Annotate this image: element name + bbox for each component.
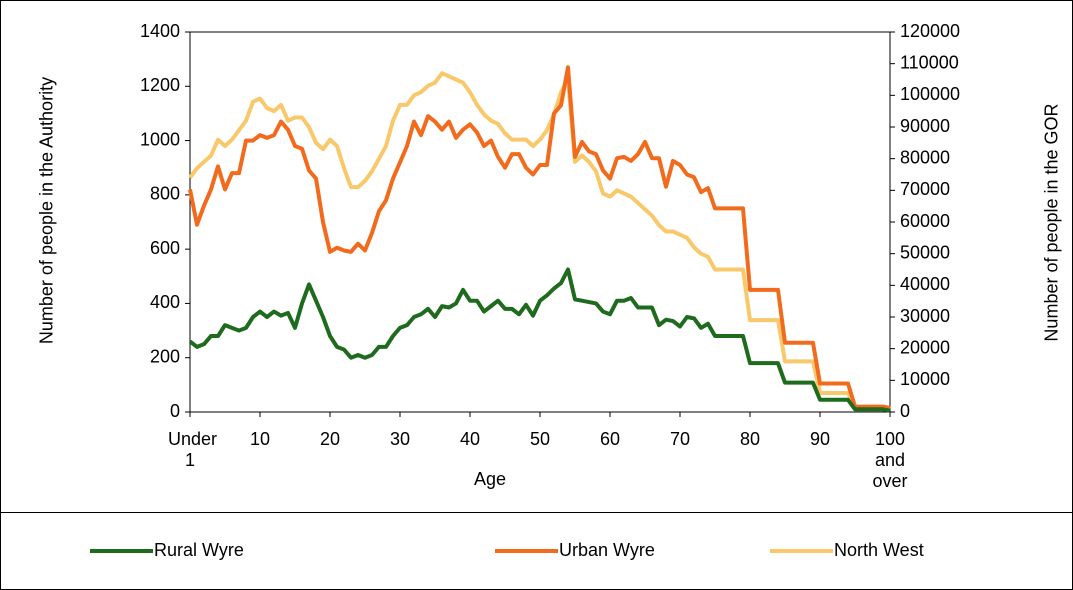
- x-tick-label: 10: [249, 429, 271, 449]
- series-line: [188, 71, 891, 411]
- y2-tick-label: 10000: [900, 369, 950, 389]
- y-tick-label: 1400: [140, 21, 180, 41]
- y2-tick-label: 70000: [900, 179, 950, 199]
- y2-tick-label: 20000: [900, 337, 950, 357]
- x-tick-label: 100 and over: [872, 429, 908, 491]
- legend-label: North West: [834, 540, 924, 560]
- y2-tick-label: 40000: [900, 274, 950, 294]
- x-tick-label: 20: [319, 429, 341, 449]
- y-axis-title: Number of people in the Authority: [36, 76, 57, 345]
- legend-label: Urban Wyre: [559, 540, 655, 560]
- y-tick-label: 600: [150, 238, 180, 258]
- x-tick-label: 70: [669, 429, 691, 449]
- y2-tick-label: 110000: [900, 52, 959, 72]
- x-tick-label: 50: [529, 429, 551, 449]
- y2-tick-label: 100000: [900, 84, 960, 104]
- y-tick-label: 800: [150, 184, 180, 204]
- x-tick-label: 90: [809, 429, 831, 449]
- x-tick-label: Under 1: [168, 429, 218, 470]
- x-tick-label: 40: [459, 429, 481, 449]
- series-line: [188, 65, 891, 410]
- y2-tick-label: 30000: [900, 306, 950, 326]
- legend-label: Rural Wyre: [154, 540, 244, 560]
- y-tick-label: 1000: [140, 129, 180, 149]
- x-tick-label: 80: [739, 429, 761, 449]
- y2-tick-label: 50000: [900, 242, 950, 262]
- y2-tick-label: 120000: [900, 21, 960, 41]
- y2-tick-label: 0: [900, 401, 910, 421]
- y-tick-label: 200: [150, 346, 180, 366]
- y2-tick-label: 60000: [900, 211, 950, 231]
- x-tick-label: 60: [599, 429, 621, 449]
- y-tick-label: 400: [150, 292, 180, 312]
- y2-tick-label: 80000: [900, 147, 950, 167]
- y-tick-label: 0: [170, 401, 180, 421]
- y-tick-label: 1200: [140, 75, 180, 95]
- y2-tick-label: 90000: [900, 116, 950, 136]
- x-axis-title: Age: [474, 469, 506, 489]
- y2-axis-title: Number of people in the GOR: [1041, 103, 1062, 342]
- series-line: [188, 267, 891, 413]
- x-tick-label: 30: [389, 429, 411, 449]
